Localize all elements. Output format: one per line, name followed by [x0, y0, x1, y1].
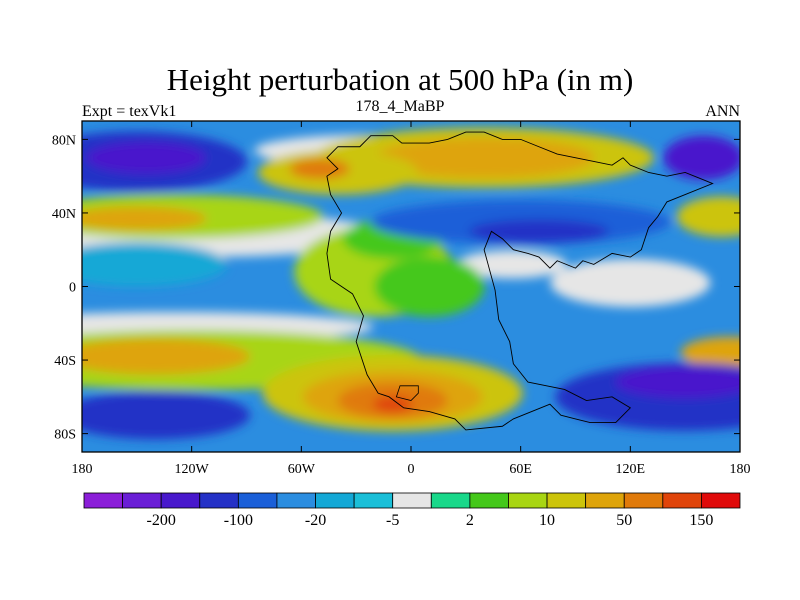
colorbar-box: [199, 492, 239, 509]
northern-high-west-core: [289, 158, 350, 179]
colorbar-box: [353, 492, 394, 509]
northern-high-core: [374, 137, 595, 178]
north-east-low: [663, 135, 740, 180]
colorbar-box: [701, 492, 741, 509]
y-tick-label: 80S: [54, 428, 76, 443]
mid-latitude-low-core: [468, 219, 609, 244]
colorbar-box: [160, 492, 201, 509]
south-high-belt-core: [680, 336, 740, 369]
y-tick-label: 40N: [52, 207, 76, 222]
colorbar-label: 2: [466, 512, 474, 529]
colorbar-box: [546, 492, 587, 509]
inland-coastline: [395, 385, 419, 401]
south-polar-low: [82, 391, 251, 440]
colorbar-box: [469, 492, 509, 509]
y-tick-label: 40S: [54, 354, 76, 369]
colorbar-box: [237, 492, 278, 509]
experiment-label: Expt = texVk1: [82, 103, 177, 120]
colorbar: -200 -100 -20 -5 2 10 50 150: [83, 492, 741, 529]
x-tick-label: 120W: [175, 462, 210, 477]
equatorial-low: [82, 242, 227, 287]
colorbar-box: [122, 492, 162, 509]
field-blobs: [82, 127, 740, 440]
colorbar-label: 150: [689, 512, 713, 529]
continent-outline: [326, 131, 714, 431]
southern-high-max: [372, 396, 413, 413]
x-tick-label: 60W: [288, 462, 316, 477]
x-tick-label: 0: [408, 462, 415, 477]
colorbar-label: -100: [224, 512, 253, 529]
x-tick-label: 120E: [616, 462, 646, 477]
neutral-band: [550, 258, 711, 307]
north-high-belt-core: [82, 206, 207, 231]
colorbar-box: [315, 492, 355, 509]
south-polar-low-core: [615, 366, 740, 399]
colorbar-box: [623, 492, 664, 509]
south-high-belt-core: [82, 338, 251, 375]
continent-coastline: [326, 131, 714, 431]
contour-field: [82, 121, 740, 452]
colorbar-label: 50: [616, 512, 632, 529]
colorbar-box: [430, 492, 471, 509]
y-tick-label: 80N: [52, 133, 76, 148]
season-label: ANN: [705, 103, 740, 120]
north-pacific-low-core: [85, 141, 206, 174]
colorbar-box: [276, 492, 316, 509]
axes: 180 120W 60W 0 60E 120E 180 80N 40N 0 40S 80S: [52, 121, 751, 477]
colorbar-box: [83, 492, 123, 509]
continental-high-edge: [374, 256, 485, 317]
colorbar-label: -200: [147, 512, 176, 529]
x-tick-label: 180: [72, 462, 93, 477]
colorbar-label: 10: [539, 512, 555, 529]
colorbar-box: [585, 492, 625, 509]
colorbar-box: [662, 492, 702, 509]
north-high-belt-east: [676, 196, 740, 237]
colorbar-label: -5: [386, 512, 399, 529]
chart-title: Height perturbation at 500 hPa (in m): [166, 62, 634, 97]
y-tick-label: 0: [69, 281, 76, 296]
period-label: 178_4_MaBP: [355, 98, 445, 115]
x-tick-label: 60E: [509, 462, 532, 477]
colorbar-box: [508, 492, 548, 509]
colorbar-box: [392, 492, 432, 509]
colorbar-label: -20: [305, 512, 326, 529]
x-tick-label: 180: [730, 462, 751, 477]
